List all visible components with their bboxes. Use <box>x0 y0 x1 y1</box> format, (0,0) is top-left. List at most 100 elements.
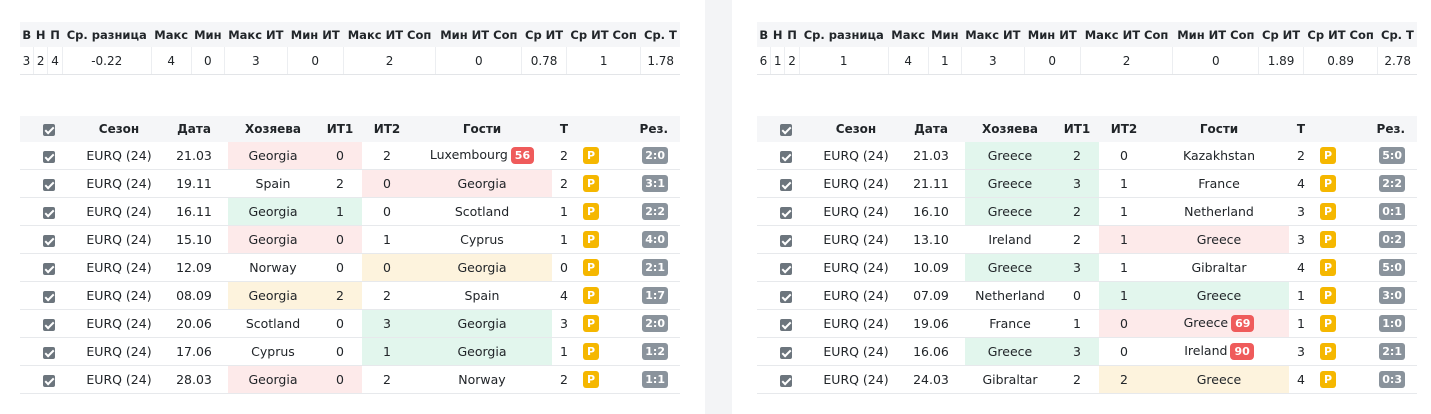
divider <box>705 0 732 414</box>
checkbox[interactable] <box>780 346 792 359</box>
summary-cell: 1 <box>770 47 786 75</box>
summary-cell: 4 <box>888 47 929 75</box>
season: EURQ (24) <box>815 197 897 226</box>
badge: 69 <box>1231 315 1255 332</box>
summary-cell: 1 <box>566 47 642 75</box>
p-cell: P <box>576 142 606 170</box>
checkbox[interactable] <box>43 234 55 247</box>
column-header: Гости <box>1149 116 1289 142</box>
checkbox[interactable] <box>780 150 792 163</box>
checkbox[interactable] <box>43 318 55 331</box>
season: EURQ (24) <box>78 169 160 198</box>
p-badge: P <box>582 175 600 192</box>
date: 20.06 <box>160 309 228 338</box>
checkbox-cell <box>757 337 815 366</box>
p-badge: P <box>1319 175 1337 192</box>
date: 24.03 <box>897 365 965 394</box>
home-goals: 0 <box>318 337 362 366</box>
summary-header: Н <box>770 22 785 47</box>
date: 12.09 <box>160 253 228 282</box>
summary-header: Макс <box>888 22 929 47</box>
checkbox[interactable] <box>43 262 55 275</box>
summary-cell: 0.89 <box>1303 47 1379 75</box>
summary-header: Макс <box>151 22 192 47</box>
header-checkbox-cell <box>757 116 815 142</box>
checkbox[interactable] <box>780 178 792 191</box>
away-team: Greece <box>1149 365 1289 394</box>
column-header: Хозяева <box>965 116 1055 142</box>
season: EURQ (24) <box>78 309 160 338</box>
date: 13.10 <box>897 225 965 254</box>
away-team: Kazakhstan <box>1149 142 1289 170</box>
away-goals: 2 <box>362 365 412 394</box>
summary-header: Мин <box>191 22 225 47</box>
summary-cell: 0 <box>1024 47 1081 75</box>
p-badge: P <box>1319 371 1337 388</box>
checkbox[interactable] <box>780 234 792 247</box>
column-header: Рез. <box>606 116 680 142</box>
away-team: Georgia <box>412 253 552 282</box>
home-goals: 0 <box>318 225 362 254</box>
season: EURQ (24) <box>815 169 897 198</box>
away-goals: 1 <box>1099 281 1149 310</box>
checkbox-cell <box>757 197 815 226</box>
date: 15.10 <box>160 225 228 254</box>
summary-cell: 0 <box>287 47 344 75</box>
match-row: EURQ (24) 15.10 Georgia 0 1 Cyprus 1 P 4:0 <box>20 225 680 254</box>
match-row: EURQ (24) 24.03 Gibraltar 2 2 Greece 4 P 0:3 <box>757 365 1417 394</box>
checkbox[interactable] <box>43 290 55 303</box>
checkbox[interactable] <box>780 290 792 303</box>
checkbox[interactable] <box>43 346 55 359</box>
date: 08.09 <box>160 281 228 310</box>
result-cell: 0:1 <box>1343 197 1417 226</box>
away-goals: 1 <box>362 225 412 254</box>
away-goals: 0 <box>1099 309 1149 338</box>
badge: 90 <box>1230 343 1254 360</box>
total: 4 <box>1289 365 1313 394</box>
result-badge: 2:1 <box>1379 343 1405 360</box>
summary-cell: 2.78 <box>1377 47 1417 75</box>
p-cell: P <box>1313 337 1343 366</box>
date: 28.03 <box>160 365 228 394</box>
checkbox[interactable] <box>780 374 792 387</box>
checkbox[interactable] <box>43 123 55 136</box>
season: EURQ (24) <box>815 142 897 170</box>
checkbox[interactable] <box>43 150 55 163</box>
p-badge: P <box>582 203 600 220</box>
checkbox[interactable] <box>43 374 55 387</box>
checkbox[interactable] <box>43 178 55 191</box>
season: EURQ (24) <box>815 225 897 254</box>
home-goals: 0 <box>318 253 362 282</box>
matches-header-row: Сезон Дата Хозяева ИТ1 ИТ2 Гости Т Рез. <box>20 116 680 142</box>
summary-header: Ср ИТ Соп <box>1303 22 1378 47</box>
panel: В Н П Ср. разница Макс Мин Макс ИТ Мин ИТ Макс И… <box>757 22 1417 394</box>
checkbox-cell <box>757 253 815 282</box>
summary-cell: 4 <box>151 47 192 75</box>
checkbox[interactable] <box>780 318 792 331</box>
summary-cell: 2 <box>343 47 437 75</box>
home-team: Spain <box>228 169 318 198</box>
date: 21.03 <box>160 142 228 170</box>
checkbox[interactable] <box>780 206 792 219</box>
total: 3 <box>1289 337 1313 366</box>
match-row: EURQ (24) 16.11 Georgia 1 0 Scotland 1 P 2:2 <box>20 197 680 226</box>
away-team: Georgia <box>412 169 552 198</box>
checkbox[interactable] <box>780 262 792 275</box>
date: 19.06 <box>897 309 965 338</box>
home-team: Netherland <box>965 281 1055 310</box>
home-goals: 2 <box>1055 365 1099 394</box>
result-cell: 5:0 <box>1343 142 1417 170</box>
result-cell: 2:2 <box>606 197 680 226</box>
p-badge: P <box>1319 343 1337 360</box>
checkbox[interactable] <box>780 123 792 136</box>
checkbox[interactable] <box>43 206 55 219</box>
p-badge: P <box>582 231 600 248</box>
away-team: Luxembourg 56 <box>412 142 552 170</box>
p-cell: P <box>1313 197 1343 226</box>
home-team: Gibraltar <box>965 365 1055 394</box>
season: EURQ (24) <box>815 281 897 310</box>
date: 19.11 <box>160 169 228 198</box>
summary-cell: 1.78 <box>640 47 680 75</box>
match-row: EURQ (24) 17.06 Cyprus 0 1 Georgia 1 P 1:2 <box>20 337 680 366</box>
p-badge: P <box>1319 203 1337 220</box>
